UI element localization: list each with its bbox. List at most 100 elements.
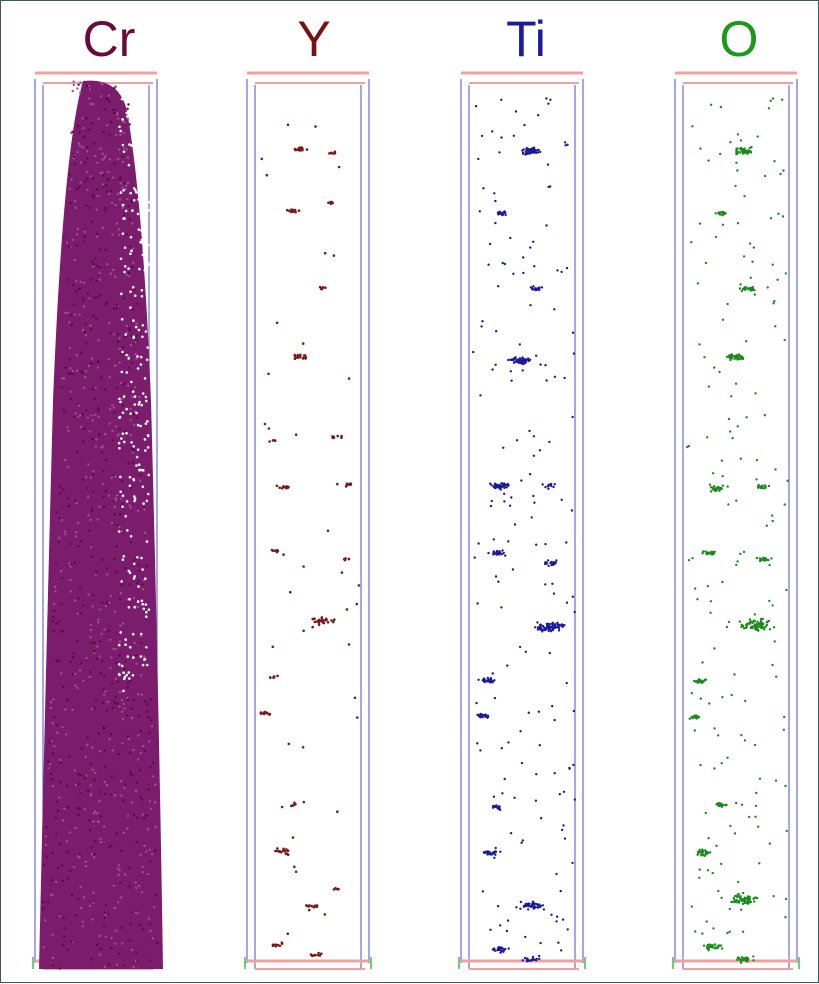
o-atom — [782, 728, 785, 731]
cr-gap — [140, 120, 144, 123]
o-atom — [698, 222, 702, 225]
cr-atom — [50, 878, 54, 882]
ti-atom — [501, 482, 505, 486]
cr-atom — [60, 603, 63, 606]
cr-atom — [112, 884, 116, 887]
y-atom — [336, 482, 339, 486]
y-atom — [314, 125, 317, 128]
cr-gap — [139, 655, 143, 658]
ti-atom — [521, 369, 524, 372]
cr-atom — [107, 94, 111, 97]
cr-gap — [133, 575, 136, 578]
cr-atom — [148, 800, 151, 803]
ti-atom — [547, 102, 550, 105]
o-atom — [729, 358, 732, 362]
cr-gap — [124, 514, 127, 518]
cr-atom — [126, 181, 130, 185]
cr-atom — [117, 873, 120, 877]
ti-atom — [499, 808, 502, 812]
cr-atom — [56, 809, 60, 813]
cr-atom — [128, 123, 131, 126]
o-atom — [740, 289, 743, 293]
cr-atom — [143, 817, 146, 820]
cr-atom — [127, 354, 130, 358]
cr-atom — [129, 772, 132, 776]
cr-atom — [113, 702, 117, 705]
ti-atom — [506, 483, 510, 486]
cr-atom — [98, 505, 101, 508]
o-atom — [726, 302, 729, 306]
ti-atom — [491, 948, 494, 951]
cr-atom — [92, 490, 95, 493]
cr-atom — [139, 853, 142, 856]
cr-atom — [125, 273, 128, 277]
o-atom — [756, 135, 759, 138]
cr-atom — [91, 194, 94, 197]
cr-atom — [123, 296, 126, 300]
o-atom — [773, 160, 776, 163]
ti-atom — [501, 485, 504, 488]
cr-atom — [50, 740, 53, 743]
cr-atom — [130, 948, 134, 952]
cr-atom — [123, 182, 126, 185]
cr-atom — [150, 724, 154, 728]
ti-atom — [493, 856, 496, 859]
y-atom — [260, 157, 264, 161]
cr-atom — [143, 844, 146, 847]
o-atom — [733, 898, 736, 901]
o-atom — [727, 503, 730, 506]
cr-atom — [57, 866, 60, 870]
cr-gap — [146, 446, 150, 449]
ti-atom — [479, 749, 482, 752]
cr-atom — [78, 131, 81, 134]
cr-atom — [92, 262, 95, 266]
cr-atom — [82, 427, 85, 430]
cr-gap — [143, 377, 147, 380]
o-atom — [764, 486, 767, 490]
o-atom — [715, 802, 719, 806]
cr-gap — [121, 505, 124, 509]
cr-atom — [116, 901, 120, 904]
cr-atom — [129, 506, 132, 509]
cr-atom — [84, 755, 88, 759]
cr-atom — [114, 275, 117, 278]
ti-atom — [505, 486, 508, 489]
cr-atom — [96, 518, 99, 521]
o-atom — [692, 715, 695, 718]
ti-atom — [484, 679, 487, 682]
y-atom — [285, 852, 289, 855]
o-atom — [783, 715, 786, 719]
cr-atom — [106, 573, 109, 576]
o-atom — [709, 600, 713, 603]
o-atom — [758, 862, 761, 865]
cr-atom — [75, 531, 78, 534]
y-atom — [326, 621, 330, 624]
cr-gap — [119, 475, 122, 479]
cr-atom — [47, 767, 50, 770]
cr-atom — [114, 648, 118, 651]
cr-atom — [126, 384, 130, 387]
o-atom — [704, 849, 707, 852]
cr-atom — [90, 958, 93, 961]
cr-atom — [93, 810, 97, 813]
cr-atom — [128, 329, 132, 332]
cr-gap — [133, 497, 137, 501]
cr-gap — [142, 607, 146, 611]
o-atom — [745, 956, 748, 959]
ti-atom — [476, 742, 479, 745]
o-atom — [763, 414, 766, 417]
cr-gap — [142, 112, 146, 116]
ti-atom — [547, 629, 550, 633]
cr-atom — [96, 360, 100, 363]
cr-atom — [71, 370, 74, 373]
cr-gap — [127, 671, 131, 674]
cr-atom — [93, 397, 97, 401]
ti-atom — [507, 741, 510, 744]
cr-atom — [85, 177, 88, 180]
cr-atom — [116, 867, 120, 870]
cr-atom — [114, 499, 117, 502]
cr-atom — [108, 193, 111, 196]
ti-atom — [510, 379, 513, 382]
cr-atom — [105, 184, 108, 187]
cr-atom — [70, 893, 74, 897]
